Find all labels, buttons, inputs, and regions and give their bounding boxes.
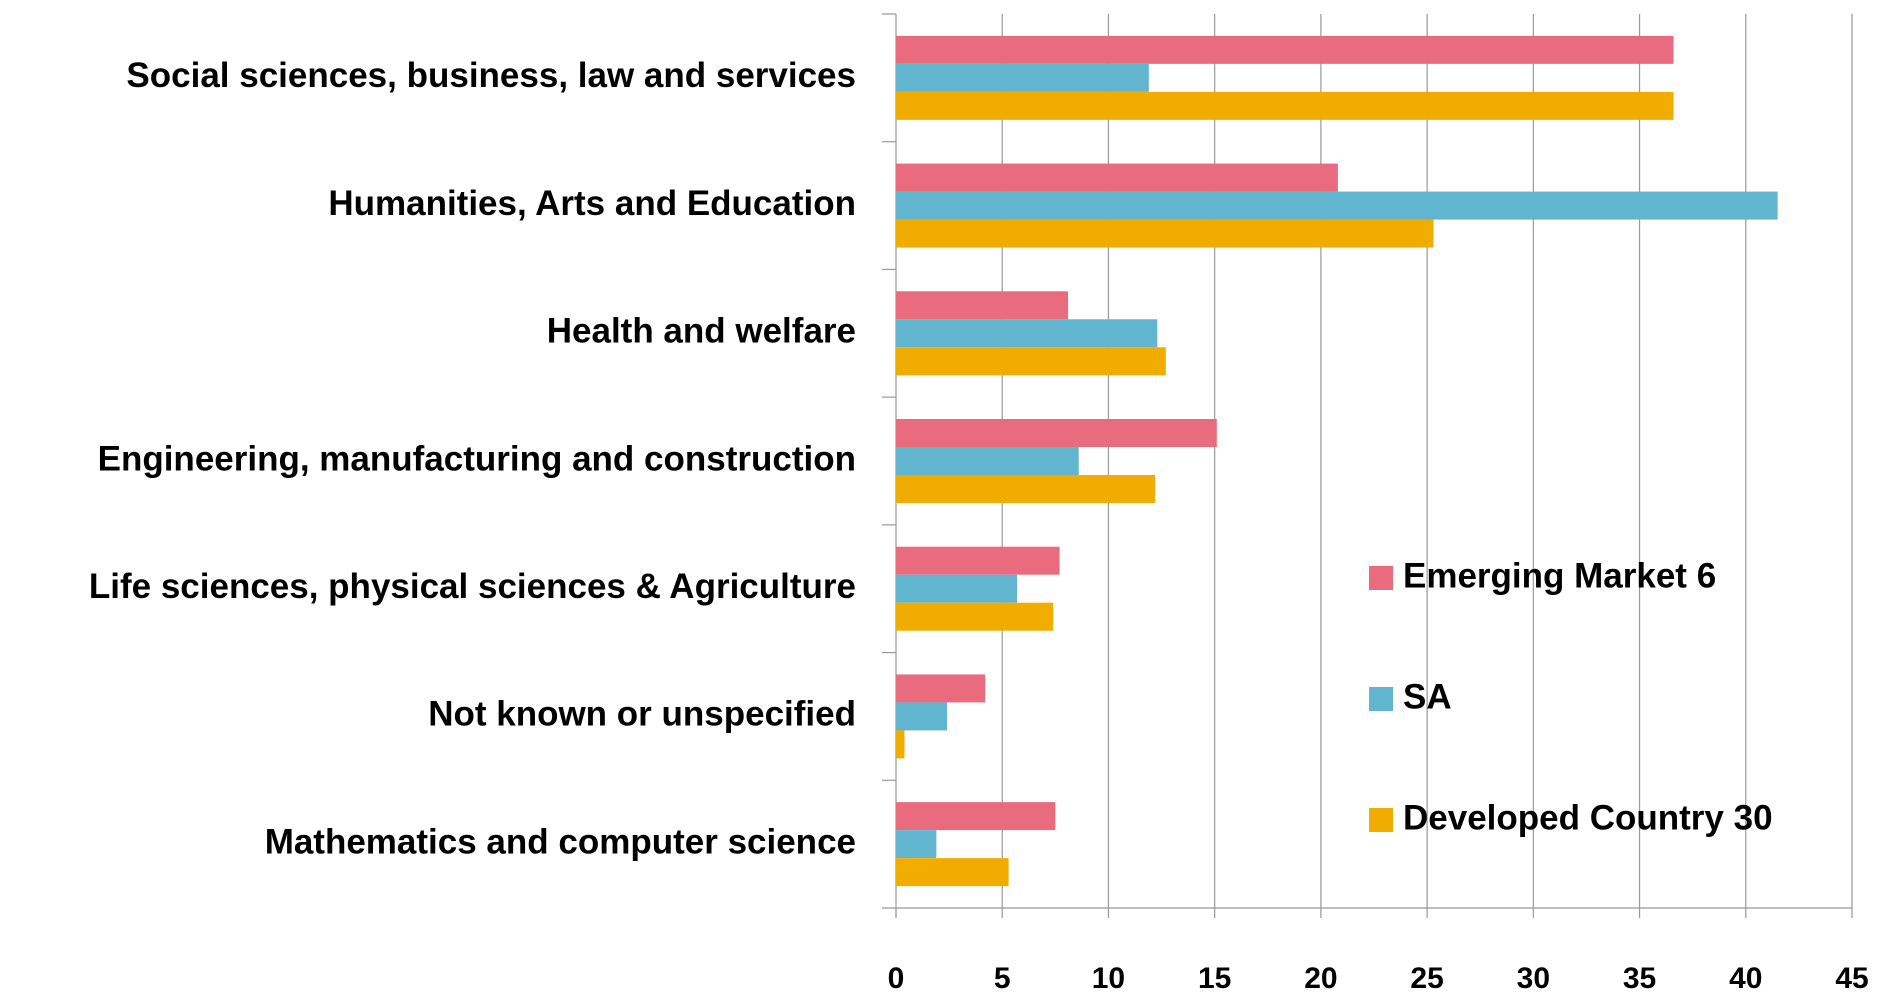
category-label: Not known or unspecified bbox=[428, 695, 856, 734]
bar bbox=[896, 347, 1166, 376]
legend-label: Developed Country 30 bbox=[1403, 798, 1773, 837]
bar bbox=[896, 419, 1217, 447]
bar bbox=[896, 163, 1338, 192]
bar bbox=[896, 702, 947, 731]
bar bbox=[896, 858, 1009, 887]
x-tick-label: 20 bbox=[1304, 962, 1337, 995]
bar bbox=[896, 574, 1018, 603]
bar bbox=[896, 291, 1069, 320]
bar bbox=[896, 35, 1674, 64]
bar bbox=[896, 91, 1674, 120]
category-label: Social sciences, business, law and servi… bbox=[126, 56, 856, 95]
legend-swatch bbox=[1369, 687, 1393, 711]
bar bbox=[896, 674, 986, 703]
bar bbox=[896, 730, 905, 759]
category-label: Health and welfare bbox=[547, 312, 856, 351]
category-label: Life sciences, physical sciences & Agric… bbox=[89, 567, 856, 606]
bar bbox=[896, 546, 1060, 575]
legend-swatch bbox=[1369, 808, 1393, 832]
bar bbox=[896, 602, 1054, 631]
x-tick-label: 10 bbox=[1092, 962, 1125, 995]
x-tick-label: 5 bbox=[994, 962, 1011, 995]
bar bbox=[896, 191, 1778, 220]
bar bbox=[896, 447, 1079, 475]
legend-label: Emerging Market 6 bbox=[1403, 556, 1716, 595]
x-tick-label: 15 bbox=[1198, 962, 1231, 995]
legend-swatch bbox=[1369, 566, 1393, 590]
category-label: Humanities, Arts and Education bbox=[328, 184, 856, 223]
x-tick-label: 40 bbox=[1729, 962, 1762, 995]
bar bbox=[896, 830, 937, 859]
x-tick-label: 30 bbox=[1517, 962, 1550, 995]
bar bbox=[896, 219, 1434, 248]
bar bbox=[896, 319, 1158, 348]
x-tick-label: 35 bbox=[1623, 962, 1656, 995]
category-label: Engineering, manufacturing and construct… bbox=[98, 439, 856, 478]
x-tick-label: 0 bbox=[888, 962, 905, 995]
bar bbox=[896, 475, 1156, 503]
legend-label: SA bbox=[1403, 677, 1452, 716]
bar bbox=[896, 802, 1056, 831]
x-tick-label: 25 bbox=[1410, 962, 1443, 995]
category-label: Mathematics and computer science bbox=[265, 822, 856, 861]
bar bbox=[896, 63, 1149, 92]
x-tick-label: 45 bbox=[1835, 962, 1868, 995]
